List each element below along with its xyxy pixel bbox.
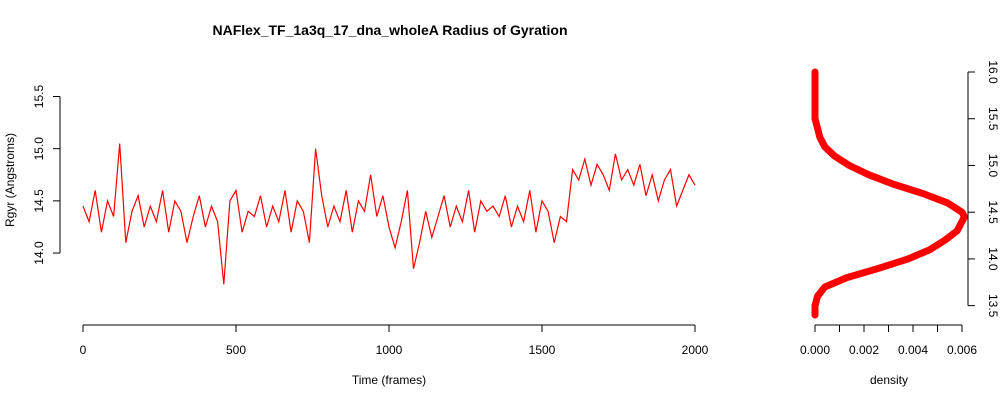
density-x-tick-label: 0.002 bbox=[849, 343, 879, 357]
y-tick-label: 14.0 bbox=[32, 241, 46, 265]
density-y-tick-label: 15.5 bbox=[986, 107, 1000, 131]
density-x-tick-label: 0.000 bbox=[800, 343, 830, 357]
x-tick-label: 1500 bbox=[529, 343, 556, 357]
time-series-plot: 0 500 1000 1500 2000 Time (frames) 14.0 14.5 15.… bbox=[3, 85, 709, 387]
density-plot: 0.000 0.002 0.004 0.006 density 13.5 14.0 14.5 1… bbox=[800, 60, 1000, 387]
chart-title: NAFlex_TF_1a3q_17_dna_wholeA Radius of G… bbox=[212, 22, 567, 38]
density-x-axis-title: density bbox=[870, 373, 908, 387]
density-y-tick-label: 14.0 bbox=[986, 247, 1000, 271]
x-tick-label: 1000 bbox=[376, 343, 403, 357]
density-y-tick-label: 13.5 bbox=[986, 294, 1000, 318]
density-curve bbox=[811, 68, 968, 319]
x-tick-label: 2000 bbox=[682, 343, 709, 357]
density-y-tick-label: 16.0 bbox=[986, 60, 1000, 84]
density-y-tick-label: 14.5 bbox=[986, 201, 1000, 225]
y-tick-label: 15.0 bbox=[32, 137, 46, 161]
x-tick-label: 0 bbox=[80, 343, 87, 357]
density-y-tick-label: 15.0 bbox=[986, 154, 1000, 178]
x-axis-title: Time (frames) bbox=[352, 373, 426, 387]
density-x-tick-label: 0.004 bbox=[898, 343, 928, 357]
density-x-tick-label: 0.006 bbox=[947, 343, 977, 357]
rgyr-series-line bbox=[82, 143, 696, 285]
y-tick-label: 14.5 bbox=[32, 189, 46, 213]
x-tick-label: 500 bbox=[226, 343, 246, 357]
y-tick-label: 15.5 bbox=[32, 85, 46, 109]
y-axis-title: Rgyr (Angstroms) bbox=[3, 133, 17, 227]
